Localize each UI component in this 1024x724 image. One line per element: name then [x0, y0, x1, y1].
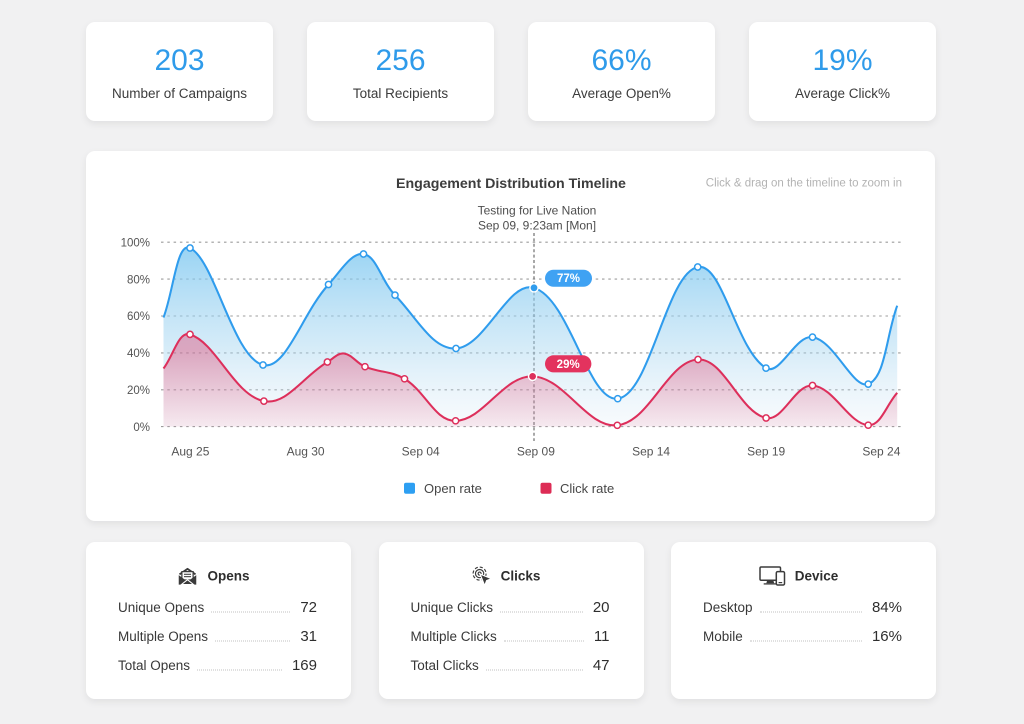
svg-text:Sep 19: Sep 19 — [747, 444, 785, 458]
svg-text:Engagement Distribution Timeli: Engagement Distribution Timeline — [396, 176, 626, 192]
svg-text:Click rate: Click rate — [560, 481, 614, 496]
svg-text:Open rate: Open rate — [424, 481, 482, 496]
svg-text:Aug 25: Aug 25 — [171, 444, 209, 458]
svg-text:Testing for Live Nation: Testing for Live Nation — [478, 203, 597, 217]
svg-text:Aug 30: Aug 30 — [287, 444, 325, 458]
svg-text:Sep 04: Sep 04 — [402, 444, 440, 458]
svg-text:40%: 40% — [127, 348, 150, 360]
svg-text:100%: 100% — [121, 237, 150, 249]
svg-text:Click & drag on the timeline t: Click & drag on the timeline to zoom in — [706, 177, 902, 189]
svg-text:Sep 24: Sep 24 — [862, 444, 900, 458]
svg-text:Sep 14: Sep 14 — [632, 444, 670, 458]
svg-text:77%: 77% — [557, 273, 580, 285]
svg-text:20%: 20% — [127, 385, 150, 397]
svg-text:0%: 0% — [133, 421, 150, 433]
svg-text:60%: 60% — [127, 311, 150, 323]
svg-text:Sep 09: Sep 09 — [517, 444, 555, 458]
svg-text:29%: 29% — [557, 358, 580, 370]
svg-text:80%: 80% — [127, 274, 150, 286]
svg-text:Sep 09, 9:23am [Mon]: Sep 09, 9:23am [Mon] — [478, 218, 596, 232]
